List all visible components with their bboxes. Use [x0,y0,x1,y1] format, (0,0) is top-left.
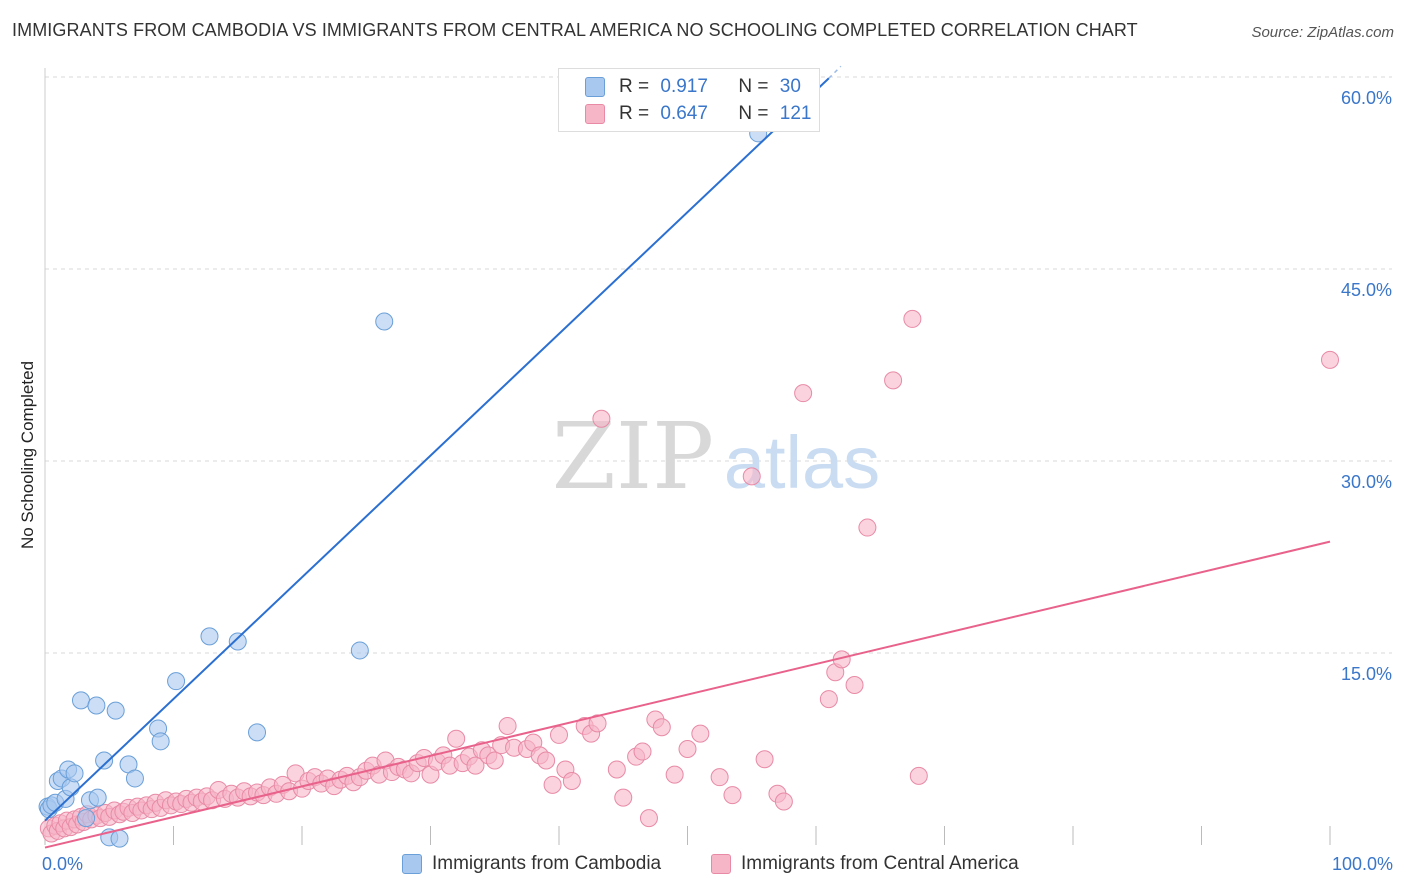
data-point-central-america [607,760,626,779]
legend-row-central-america: R = 0.647 N = 121 [585,102,811,126]
watermark: ZIP atlas [552,403,880,510]
data-point-central-america [691,724,710,743]
data-point-central-america [723,786,742,805]
data-point-central-america [845,676,864,694]
data-point-central-america [614,788,633,807]
data-point-cambodia [88,788,107,807]
data-point-central-america [858,518,877,537]
data-point-central-america [909,766,928,785]
legend-n-label: N = [738,76,769,97]
legend-row-cambodia: R = 0.917 N = 30 [585,75,801,99]
data-point-central-america [665,765,684,784]
data-point-central-america [633,742,652,761]
bottom-legend-swatch-cambodia [402,854,422,874]
data-point-cambodia [375,312,394,331]
trend-line-cambodia [44,77,830,822]
data-point-central-america [588,714,607,733]
data-point-central-america [794,384,813,403]
trend-line-central-america [44,540,1331,849]
bottom-legend-cambodia: Immigrants from Cambodia [402,852,661,876]
data-point-central-america [466,756,485,775]
trend-layer [44,65,1331,849]
data-point-central-america [447,729,466,748]
y-tick-label: 15.0% [1341,664,1392,684]
source-label: Source: ZipAtlas.com [1251,24,1394,41]
data-point-central-america [774,792,793,811]
legend-n-value: 30 [779,76,801,97]
points-layer [38,124,1339,848]
data-point-central-america [819,690,838,709]
y-tick-label: 30.0% [1341,472,1392,492]
x-tick-label: 0.0% [42,854,83,874]
data-point-cambodia [77,809,96,828]
correlation-legend: R = 0.917 N = 30 R = 0.647 N = 121 [558,68,820,132]
trend-line-extension-cambodia [828,65,842,79]
x-tick-label: 100.0% [1332,854,1393,874]
bottom-legend-label-central-america: Immigrants from Central America [741,853,1019,874]
legend-swatch-cambodia [585,77,605,97]
data-point-central-america [884,371,903,390]
data-point-central-america [903,309,922,328]
tick-labels: 15.0% 30.0% 45.0% 60.0% 0.0% 100.0% [42,88,1393,874]
data-point-cambodia [65,764,84,783]
bottom-legend-label-cambodia: Immigrants from Cambodia [432,853,662,874]
data-point-central-america [592,409,611,428]
data-point-cambodia [228,632,247,651]
data-point-central-america [652,718,671,737]
data-point-central-america [485,751,504,770]
chart-title: IMMIGRANTS FROM CAMBODIA VS IMMIGRANTS F… [12,20,1138,40]
data-point-central-america [537,751,556,770]
data-point-cambodia [106,701,125,720]
data-point-cambodia [167,672,186,691]
legend-r-value: 0.917 [660,76,708,97]
data-point-cambodia [125,769,144,788]
data-point-central-america [742,467,761,486]
watermark-zip: ZIP [552,403,714,510]
data-point-central-america [550,725,568,744]
legend-r-label: R = [619,103,650,124]
data-point-cambodia [350,641,369,660]
data-point-central-america [498,716,517,735]
data-point-cambodia [110,829,129,848]
data-point-central-america [639,809,658,828]
bottom-legend-central-america: Immigrants from Central America [711,852,1019,876]
data-point-cambodia [151,732,170,751]
data-point-cambodia [95,751,114,770]
data-point-central-america [1321,350,1339,369]
data-point-central-america [678,740,697,758]
legend-swatch-central-america [585,104,605,124]
data-point-central-america [755,750,774,769]
grid-layer [45,76,1392,654]
data-point-cambodia [200,627,219,646]
axes-layer [44,68,1331,845]
data-point-central-america [543,775,562,794]
legend-n-label: N = [738,103,769,124]
bottom-legend-swatch-central-america [711,854,731,874]
data-point-central-america [710,768,729,787]
y-tick-label: 45.0% [1341,280,1392,300]
watermark-atlas: atlas [724,421,880,504]
data-point-cambodia [71,691,90,710]
data-point-central-america [562,772,581,790]
legend-r-value: 0.647 [660,103,708,124]
data-point-cambodia [248,723,267,742]
legend-r-label: R = [619,76,650,97]
data-point-cambodia [87,696,106,715]
legend-n-value: 121 [779,103,812,124]
y-tick-label: 60.0% [1341,88,1392,108]
